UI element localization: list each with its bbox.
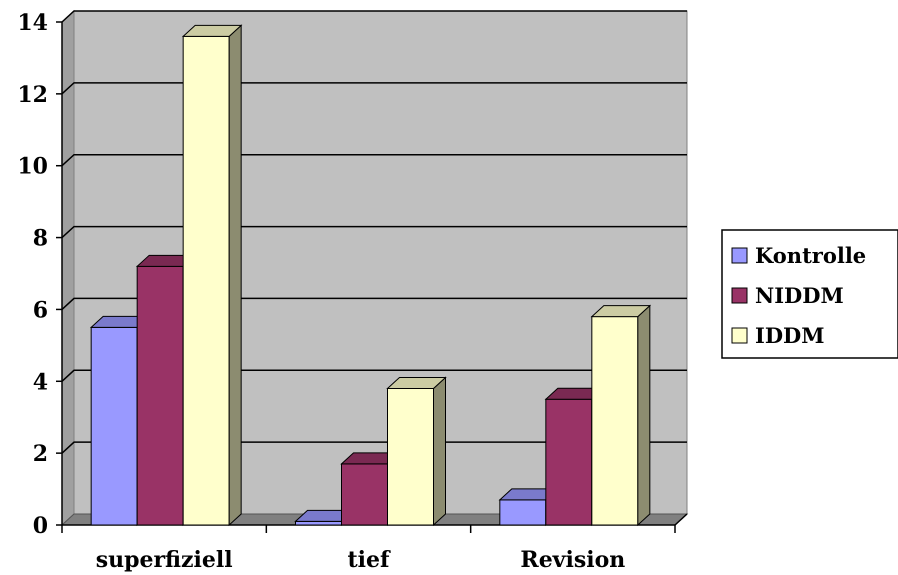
bar-front xyxy=(387,387,434,526)
bar-top xyxy=(181,24,243,37)
y-tick-label: 14 xyxy=(17,10,48,36)
bar-top xyxy=(590,305,652,318)
bar-front xyxy=(136,265,184,526)
bar-front xyxy=(499,499,547,526)
y-tick-labels: 0 2 4 6 8 10 12 14 xyxy=(17,10,48,539)
legend-swatch xyxy=(731,327,748,344)
bar-top xyxy=(386,376,447,389)
bar-front xyxy=(341,463,388,526)
y-tick-label: 8 xyxy=(33,226,48,252)
gridline xyxy=(61,441,687,454)
bar xyxy=(590,304,652,527)
bar xyxy=(181,24,243,527)
y-tick-label: 2 xyxy=(33,441,48,467)
bar xyxy=(386,376,447,527)
gridlines xyxy=(61,10,687,454)
legend: Kontrolle NIDDM IDDM xyxy=(721,229,898,359)
gridline xyxy=(61,82,687,95)
bar-front xyxy=(90,326,138,526)
x-category-label: Revision xyxy=(520,547,625,573)
y-tick-label: 6 xyxy=(33,297,48,323)
gridline xyxy=(61,297,687,310)
bars xyxy=(89,24,652,527)
gridline xyxy=(61,225,687,239)
bar-front xyxy=(545,398,593,526)
y-tick-label: 4 xyxy=(33,369,48,395)
legend-swatch xyxy=(731,247,748,264)
x-category-label: superfiziell xyxy=(96,547,233,573)
y-tick-label: 12 xyxy=(17,82,48,108)
bar-side xyxy=(228,24,242,527)
y-tick-label: 10 xyxy=(17,154,48,180)
legend-label: IDDM xyxy=(755,323,825,348)
legend-label: Kontrolle xyxy=(755,243,866,268)
bar-front xyxy=(182,35,230,526)
legend-swatch xyxy=(731,287,748,304)
bar-front xyxy=(591,316,639,526)
gridline xyxy=(61,10,687,23)
x-category-label: tief xyxy=(348,547,392,573)
y-tick-label: 0 xyxy=(33,513,48,539)
gridline xyxy=(61,369,687,382)
bar-side xyxy=(433,376,446,527)
bar-side xyxy=(637,304,651,527)
x-category-labels: superfiziell tief Revision xyxy=(96,547,626,573)
gridline xyxy=(61,153,687,167)
legend-label: NIDDM xyxy=(755,283,844,308)
bar-front xyxy=(295,520,342,526)
x-axis-depth xyxy=(674,513,688,526)
legend-box xyxy=(721,229,898,359)
